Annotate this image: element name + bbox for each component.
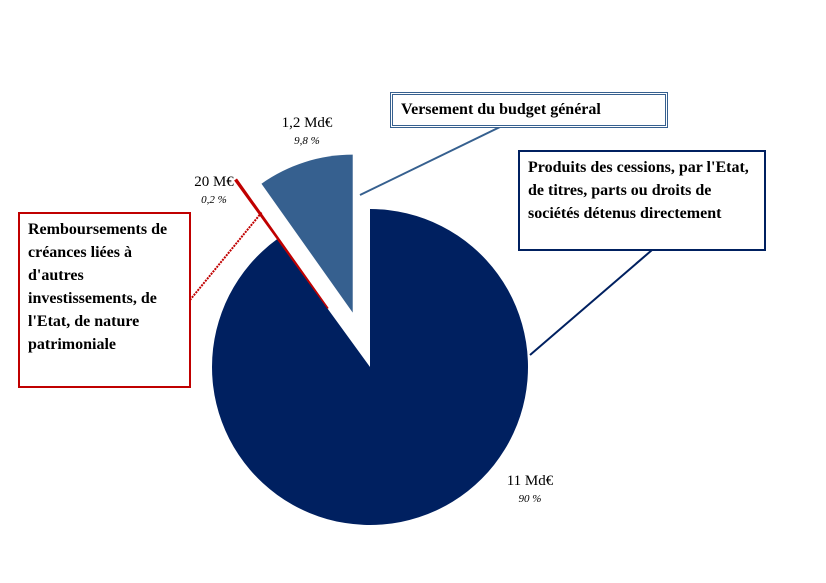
value-label: 0,2 % <box>201 194 227 206</box>
value-label: 9,8 % <box>294 135 320 147</box>
pie-slice <box>261 154 353 313</box>
callout-box: Produits des cessions, par l'Etat, de ti… <box>518 150 766 251</box>
leader-line <box>189 211 263 301</box>
pie-slice <box>234 178 329 309</box>
amount-label: 20 M€ <box>194 174 234 190</box>
amount-label: 11 Md€ <box>507 473 554 489</box>
amount-label: 1,2 Md€ <box>282 115 333 131</box>
pie-slice <box>212 209 529 525</box>
value-label: 90 % <box>519 493 542 505</box>
leader-line <box>529 249 653 356</box>
callout-box: Remboursements de créances liées à d'aut… <box>18 212 191 388</box>
leader-line <box>359 126 501 196</box>
callout-box: Versement du budget général <box>390 92 668 128</box>
